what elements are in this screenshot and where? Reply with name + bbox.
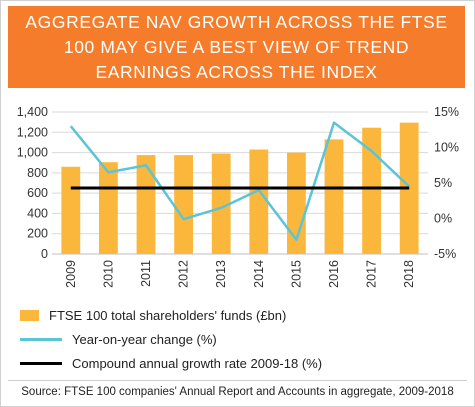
y-right-tick-label: 15% (434, 105, 459, 119)
legend-item-yoy-change: Year-on-year change (%) (20, 329, 217, 349)
chart-area: 0 200 400 600 800 1,000 1,200 1,400 -5% 0% 5% 10% 15… (17, 105, 459, 288)
x-tick-label: 2016 (327, 260, 341, 288)
y-right-tick-label: -5% (434, 247, 456, 261)
yoy-line (69, 121, 411, 242)
source-divider (8, 380, 467, 381)
x-tick-label: 2014 (252, 260, 266, 288)
source-note: Source: FTSE 100 companies' Annual Repor… (21, 386, 454, 398)
legend-item-cagr: Compound annual growth rate 2009-18 (%) (20, 353, 322, 373)
x-tick-label: 2011 (139, 260, 153, 287)
legend-swatch-bar (20, 309, 39, 321)
y-left-tick-label: 0 (41, 247, 48, 261)
y-left-tick-label: 1,000 (17, 146, 48, 160)
bar (136, 155, 156, 254)
y-left-tick-label: 1,200 (17, 125, 48, 139)
bar (99, 162, 118, 254)
bar (174, 155, 193, 254)
x-tick-label: 2012 (177, 260, 191, 288)
bar (324, 139, 344, 254)
bar (211, 153, 231, 254)
legend-label: Year-on-year change (%) (72, 331, 217, 347)
legend-item-shareholders-funds: FTSE 100 total shareholders' funds (£bn) (20, 305, 286, 325)
y-right-tick-label: 10% (434, 141, 459, 155)
x-tick-label: 2018 (402, 260, 416, 288)
bar (362, 127, 381, 254)
y-left-tick-label: 200 (27, 227, 48, 241)
bar (249, 149, 269, 254)
x-tick-label: 2013 (214, 260, 228, 288)
legend-swatch-line (20, 361, 62, 365)
title-banner: AGGREGATE NAV GROWTH ACROSS THE FTSE 100… (8, 6, 465, 88)
y-left-tick-label: 600 (27, 186, 48, 200)
x-tick-label: 2017 (365, 260, 379, 288)
y-left-tick-label: 800 (27, 166, 48, 180)
x-tick-label: 2009 (64, 260, 78, 288)
y-right-tick-label: 0% (434, 212, 452, 226)
y-left-tick-label: 1,400 (17, 105, 48, 119)
legend-label: Compound annual growth rate 2009-18 (%) (72, 355, 323, 371)
legend-swatch-line (20, 337, 62, 341)
y-left-tick-label: 400 (27, 206, 48, 220)
chart-title: AGGREGATE NAV GROWTH ACROSS THE FTSE 100… (25, 11, 448, 82)
x-tick-label: 2010 (101, 260, 115, 288)
bar (61, 166, 81, 254)
y-right-tick-label: 5% (434, 176, 452, 190)
legend-label: FTSE 100 total shareholders' funds (£bn) (49, 307, 287, 323)
x-tick-label: 2015 (289, 260, 303, 288)
